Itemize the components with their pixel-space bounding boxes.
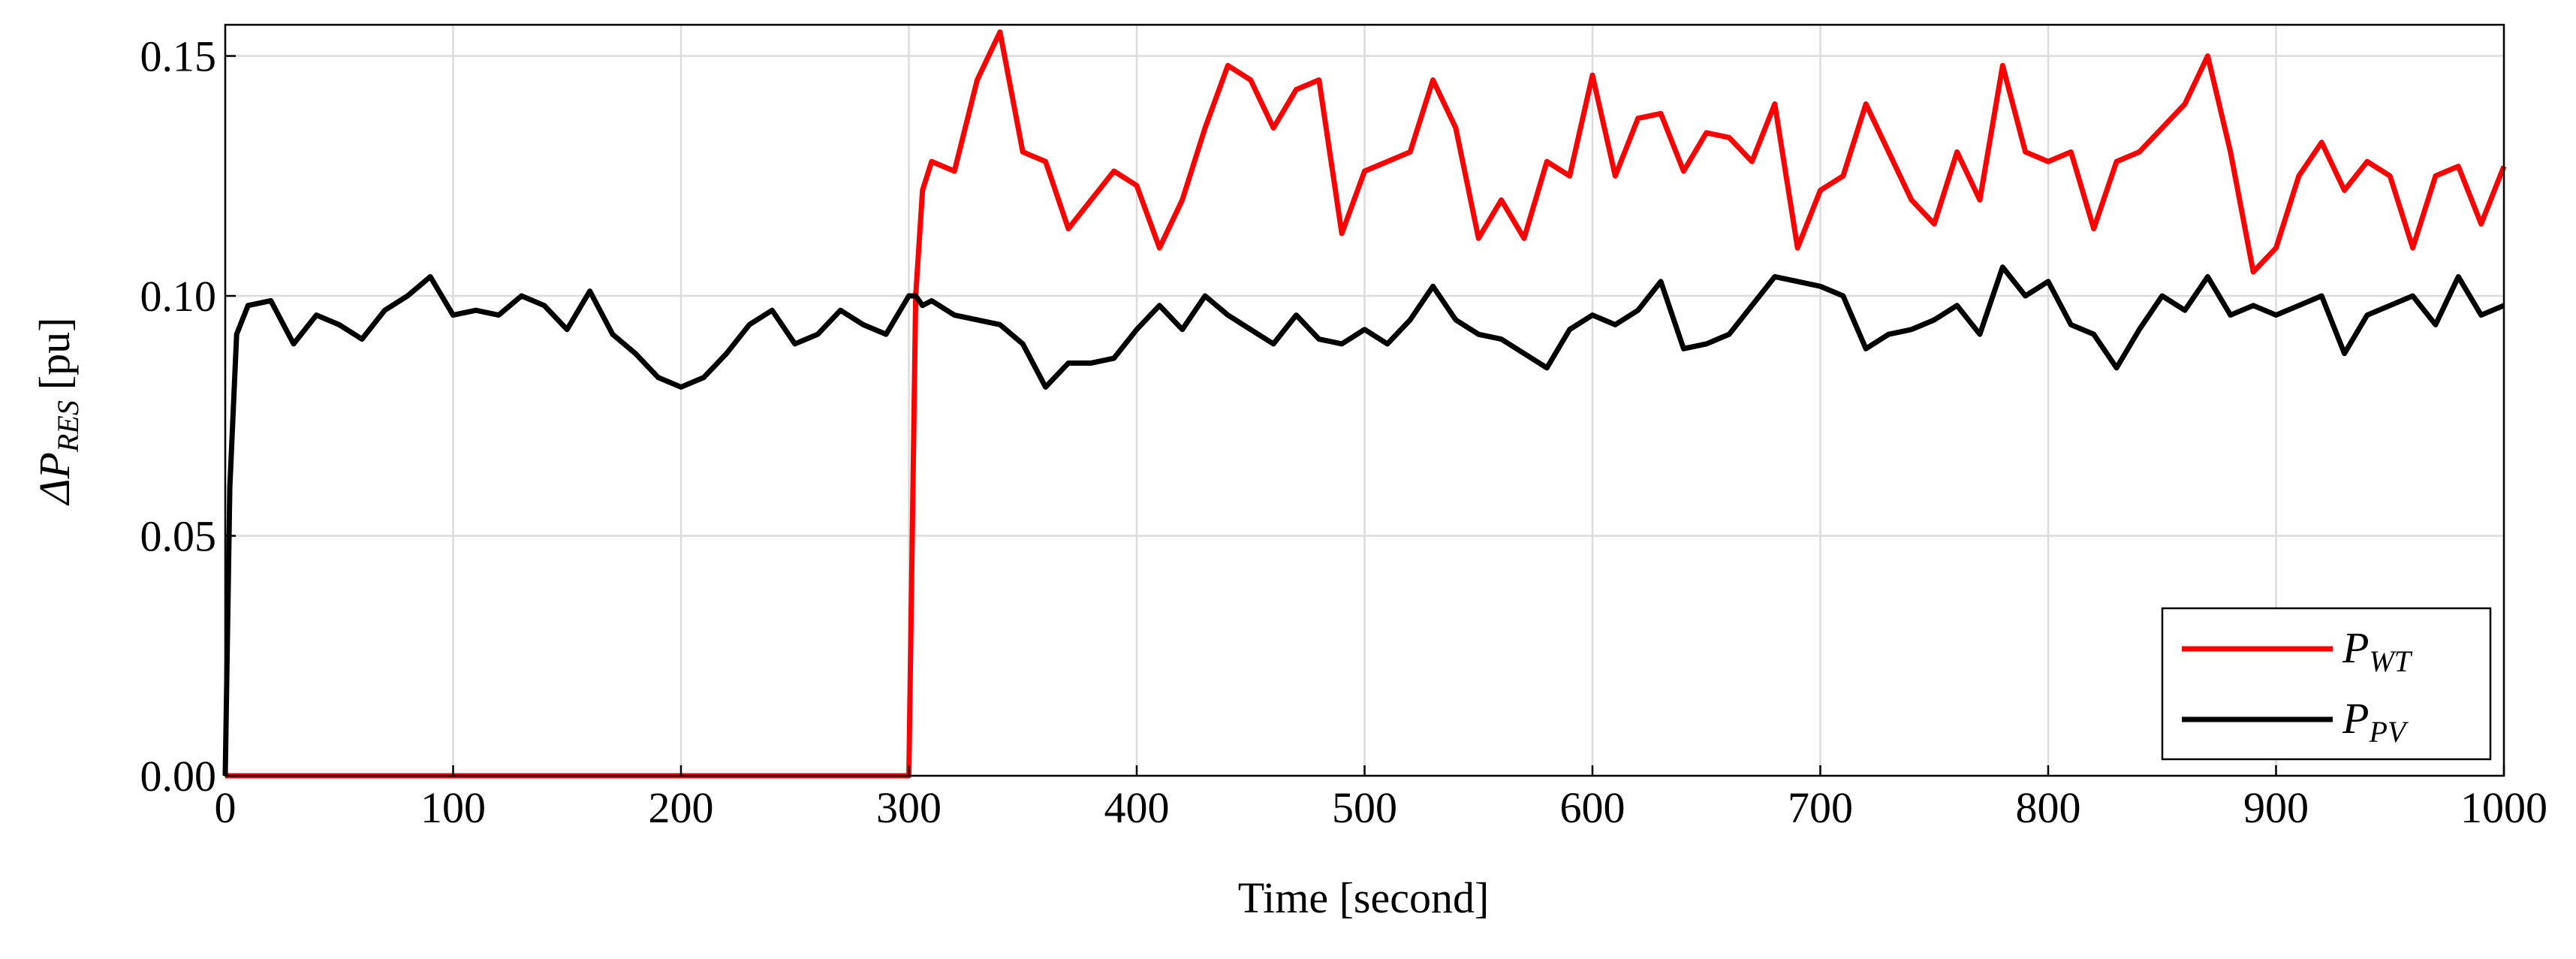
x-tick-label: 500 — [1332, 783, 1397, 832]
legend-box — [2161, 607, 2492, 761]
x-tick-label: 800 — [2016, 783, 2081, 832]
y-label-unit: [pu] — [30, 318, 79, 391]
x-tick-label: 100 — [420, 783, 486, 832]
y-label-main: ΔP — [30, 452, 79, 505]
x-tick-label: 300 — [876, 783, 942, 832]
x-axis-label: Time [second] — [1238, 873, 1490, 922]
x-tick-label: 900 — [2243, 783, 2309, 832]
legend-subscript: WT — [2369, 644, 2412, 678]
legend-name: P — [2342, 694, 2369, 743]
legend-name: P — [2342, 623, 2369, 672]
y-tick-label: 0.15 — [140, 32, 217, 81]
legend-subscript: PV — [2368, 715, 2409, 749]
x-tick-label: 200 — [649, 783, 714, 832]
y-tick-label: 0.00 — [140, 752, 217, 801]
x-tick-label: 400 — [1104, 783, 1170, 832]
y-label-subscript: RES — [51, 400, 85, 453]
x-tick-label: 0 — [215, 783, 237, 832]
y-tick-label: 0.05 — [140, 512, 217, 561]
y-tick-label: 0.10 — [140, 272, 217, 321]
legend-label: PPV — [2342, 694, 2409, 749]
series-line — [222, 264, 2505, 777]
x-tick-label: 600 — [1560, 783, 1625, 832]
legend-label: PWT — [2342, 623, 2413, 678]
x-tick-label: 1000 — [2460, 783, 2547, 832]
y-axis-label: ΔPRES [pu] — [30, 318, 85, 506]
x-tick-label: 700 — [1788, 783, 1853, 832]
